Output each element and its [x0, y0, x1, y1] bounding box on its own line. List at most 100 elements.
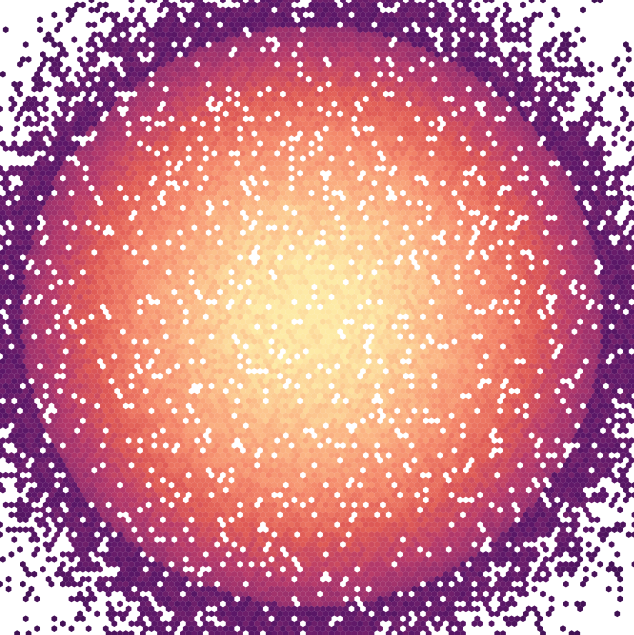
- hex-cell: [357, 36, 363, 43]
- hex-cell: [388, 31, 395, 38]
- hex-cell: [54, 26, 61, 33]
- hex-cell: [448, 26, 455, 33]
- hex-cell: [440, 1, 446, 9]
- hex-cell: [345, 6, 352, 14]
- hex-cell: [285, 1, 292, 9]
- hex-cell: [525, 31, 532, 38]
- hex-cell: [371, 31, 378, 38]
- hex-cell: [291, 31, 298, 38]
- hex-cell: [354, 1, 361, 9]
- hex-cell: [297, 31, 303, 38]
- hex-cell: [382, 1, 389, 9]
- hex-cell: [285, 31, 292, 38]
- hex-cell: [442, 6, 449, 14]
- hex-cell: [131, 21, 138, 29]
- hex-cell: [202, 16, 209, 24]
- hex-cell: [365, 1, 372, 9]
- hex-cell: [211, 21, 218, 29]
- hex-cell: [405, 1, 412, 9]
- hex-cell: [222, 31, 229, 38]
- hex-cell: [268, 11, 275, 19]
- hex-cell: [451, 1, 458, 9]
- hex-cell: [325, 31, 332, 38]
- hex-cell: [417, 1, 423, 9]
- hex-cell: [502, 11, 509, 19]
- hex-cell: [102, 1, 109, 9]
- hex-cell: [574, 26, 581, 33]
- hex-cell: [262, 21, 269, 29]
- hex-cell: [288, 26, 295, 33]
- hex-cell: [345, 16, 352, 24]
- hex-cell: [102, 11, 109, 19]
- hex-cell: [74, 1, 81, 9]
- hex-cell: [105, 36, 112, 43]
- hex-cell: [431, 26, 438, 33]
- hex-cell: [457, 11, 463, 19]
- hex-cell: [588, 80, 595, 88]
- hex-cell: [228, 21, 235, 29]
- hex-cell: [465, 26, 472, 33]
- hex-cell: [262, 1, 269, 9]
- hex-cell: [565, 31, 572, 38]
- hex-cell: [142, 31, 149, 38]
- hex-cell: [162, 26, 169, 33]
- hex-cell: [208, 16, 215, 24]
- hex-cell: [402, 36, 409, 43]
- hex-cell: [405, 31, 412, 38]
- hex-cell: [274, 1, 281, 9]
- hex-cell: [237, 36, 243, 43]
- hex-cell: [445, 31, 452, 38]
- hex-cell: [420, 26, 426, 33]
- hex-cell: [177, 31, 183, 38]
- hex-cell: [314, 21, 321, 29]
- hex-cell: [140, 6, 146, 14]
- hex-cell: [345, 26, 352, 33]
- hex-cell: [305, 26, 312, 33]
- hex-cell: [422, 31, 429, 38]
- hex-cell: [65, 16, 72, 24]
- hex-cell: [194, 11, 201, 19]
- hex-cell: [231, 0, 238, 4]
- hex-cell: [80, 1, 86, 9]
- hex-cell: [420, 6, 426, 14]
- hex-cell: [174, 6, 181, 14]
- hex-cell: [197, 16, 203, 24]
- hex-cell: [282, 36, 289, 43]
- hex-cell: [442, 26, 449, 33]
- hex-cell: [114, 31, 121, 38]
- hex-cell: [134, 36, 141, 43]
- hex-cell: [365, 31, 372, 38]
- hex-cell: [268, 21, 275, 29]
- hex-cell: [162, 36, 169, 43]
- hex-cell: [160, 21, 166, 29]
- hex-cell: [225, 26, 232, 33]
- hex-cell: [485, 11, 492, 19]
- hex-cell: [202, 36, 209, 43]
- hex-cell: [277, 26, 283, 33]
- hex-cell: [508, 21, 515, 29]
- hex-cell: [488, 0, 495, 4]
- hex-cell: [457, 31, 463, 38]
- hex-cell: [165, 1, 172, 9]
- hex-cell: [591, 0, 598, 4]
- hex-cell: [171, 1, 178, 9]
- hex-cell: [340, 16, 346, 24]
- hex-cell: [414, 6, 421, 14]
- hex-cell: [400, 31, 406, 38]
- hex-cell: [297, 21, 303, 29]
- hex-cell: [214, 6, 221, 14]
- hex-cell: [274, 21, 281, 29]
- hex-cell: [125, 31, 132, 38]
- hex-cell: [465, 6, 472, 14]
- hex-cell: [305, 6, 312, 14]
- hex-cell: [625, 184, 632, 192]
- hex-cell: [348, 21, 355, 29]
- hex-cell: [422, 21, 429, 29]
- hex-cell: [314, 1, 321, 9]
- hex-cell: [237, 6, 243, 14]
- hex-cell: [182, 31, 189, 38]
- hex-cell: [291, 21, 298, 29]
- hex-cell: [262, 31, 269, 38]
- hex-cell: [214, 36, 221, 43]
